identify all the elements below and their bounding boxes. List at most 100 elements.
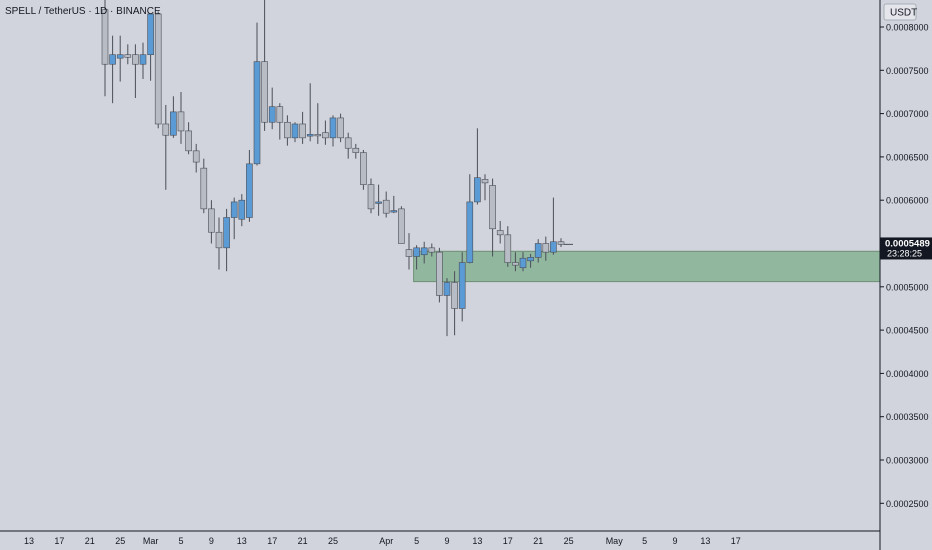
candle-body bbox=[542, 243, 550, 253]
price-tick-label: 0.0003500 bbox=[886, 412, 929, 422]
time-tick-label: 13 bbox=[237, 536, 247, 546]
candle-body bbox=[253, 61, 261, 165]
candle-body bbox=[139, 54, 147, 65]
candle bbox=[177, 91, 185, 144]
candle bbox=[489, 178, 496, 257]
price-tick-label: 0.0005000 bbox=[886, 282, 929, 292]
candle bbox=[420, 241, 428, 264]
candle-body bbox=[322, 132, 329, 139]
candle-body bbox=[116, 54, 124, 59]
candle bbox=[192, 143, 200, 173]
candle-body bbox=[367, 184, 375, 210]
candle-body bbox=[215, 231, 223, 249]
candle bbox=[375, 184, 382, 216]
candle bbox=[314, 103, 322, 144]
candle-body bbox=[170, 111, 177, 136]
candle-body bbox=[291, 123, 299, 139]
candle bbox=[185, 122, 192, 155]
candle bbox=[276, 103, 284, 140]
time-tick-label: Mar bbox=[143, 536, 159, 546]
candle bbox=[215, 217, 223, 270]
candle-body bbox=[390, 210, 398, 213]
candle bbox=[223, 208, 230, 272]
candle bbox=[306, 83, 314, 142]
candle bbox=[496, 220, 504, 244]
candle-body bbox=[101, 9, 109, 65]
candle-body bbox=[223, 217, 230, 249]
candle-body bbox=[132, 54, 139, 65]
candle bbox=[246, 149, 253, 222]
candle bbox=[557, 238, 565, 247]
candle bbox=[291, 122, 299, 143]
time-tick-label: 13 bbox=[24, 536, 34, 546]
candle-body bbox=[154, 13, 162, 125]
time-tick-label: 17 bbox=[503, 536, 513, 546]
candle-body bbox=[474, 177, 481, 203]
candle bbox=[474, 128, 481, 205]
candle-body bbox=[527, 257, 534, 262]
candle-body bbox=[208, 208, 215, 233]
price-tick-label: 0.0004500 bbox=[886, 326, 929, 336]
candle bbox=[398, 206, 405, 244]
candle-body bbox=[352, 147, 360, 153]
time-tick-label: 17 bbox=[54, 536, 64, 546]
candle-body bbox=[557, 241, 565, 245]
time-tick-label: 5 bbox=[414, 536, 419, 546]
candle bbox=[542, 236, 550, 261]
candle-body bbox=[284, 121, 291, 139]
candle bbox=[550, 197, 557, 255]
candle-body bbox=[360, 152, 367, 185]
candle bbox=[162, 104, 170, 190]
time-tick-label: 25 bbox=[564, 536, 574, 546]
candle-body bbox=[519, 257, 527, 269]
candle bbox=[230, 197, 238, 240]
candle bbox=[534, 239, 542, 263]
current-price-text: 0.0005489 bbox=[885, 238, 930, 249]
countdown-text: 23:28:25 bbox=[887, 248, 922, 258]
candle-body bbox=[443, 282, 451, 296]
currency-label: USDT bbox=[890, 8, 917, 19]
candle bbox=[116, 35, 124, 82]
currency-button[interactable] bbox=[883, 3, 917, 21]
price-tick-label: 0.0002500 bbox=[886, 499, 929, 509]
candle-body bbox=[192, 150, 200, 163]
candle bbox=[329, 115, 337, 147]
time-tick-label: 9 bbox=[444, 536, 449, 546]
candle bbox=[481, 174, 489, 201]
candle bbox=[428, 243, 436, 257]
candle-body bbox=[344, 137, 352, 149]
time-tick-label: 13 bbox=[700, 536, 710, 546]
candle bbox=[405, 233, 413, 270]
candle bbox=[261, 0, 268, 131]
candle-body bbox=[496, 230, 504, 236]
price-tick-label: 0.0004000 bbox=[886, 369, 929, 379]
price-axis[interactable]: 0.0008000 0.0007500 0.0007000 0.0006500 0.00… bbox=[879, 0, 932, 550]
candle-body bbox=[329, 117, 337, 139]
candle bbox=[382, 191, 390, 218]
candle-body bbox=[337, 117, 344, 139]
time-axis[interactable]: 13 17 21 25 Mar 5 9 13 17 21 25 Apr 5 9 13 17 21 25 May 5 9 1… bbox=[0, 530, 880, 546]
candle bbox=[154, 11, 162, 129]
candle-body bbox=[276, 106, 284, 123]
candle bbox=[170, 96, 177, 138]
candle bbox=[443, 278, 451, 337]
candle-body bbox=[261, 61, 268, 123]
candle bbox=[208, 200, 215, 244]
time-tick-label: 9 bbox=[672, 536, 677, 546]
time-tick-label: 13 bbox=[472, 536, 482, 546]
candle bbox=[200, 158, 208, 214]
candle bbox=[390, 195, 398, 214]
time-tick-label: 17 bbox=[267, 536, 277, 546]
candle-body bbox=[550, 241, 557, 253]
candle bbox=[124, 44, 132, 65]
price-tick-label: 0.0008000 bbox=[886, 23, 929, 33]
candle-body bbox=[420, 247, 428, 256]
candle-body bbox=[451, 282, 458, 309]
candle-body bbox=[413, 247, 420, 257]
candle bbox=[466, 174, 474, 264]
candle-body bbox=[238, 199, 246, 220]
demand-zone-layer bbox=[413, 250, 881, 283]
candle bbox=[367, 178, 375, 214]
time-tick-label: 5 bbox=[642, 536, 647, 546]
